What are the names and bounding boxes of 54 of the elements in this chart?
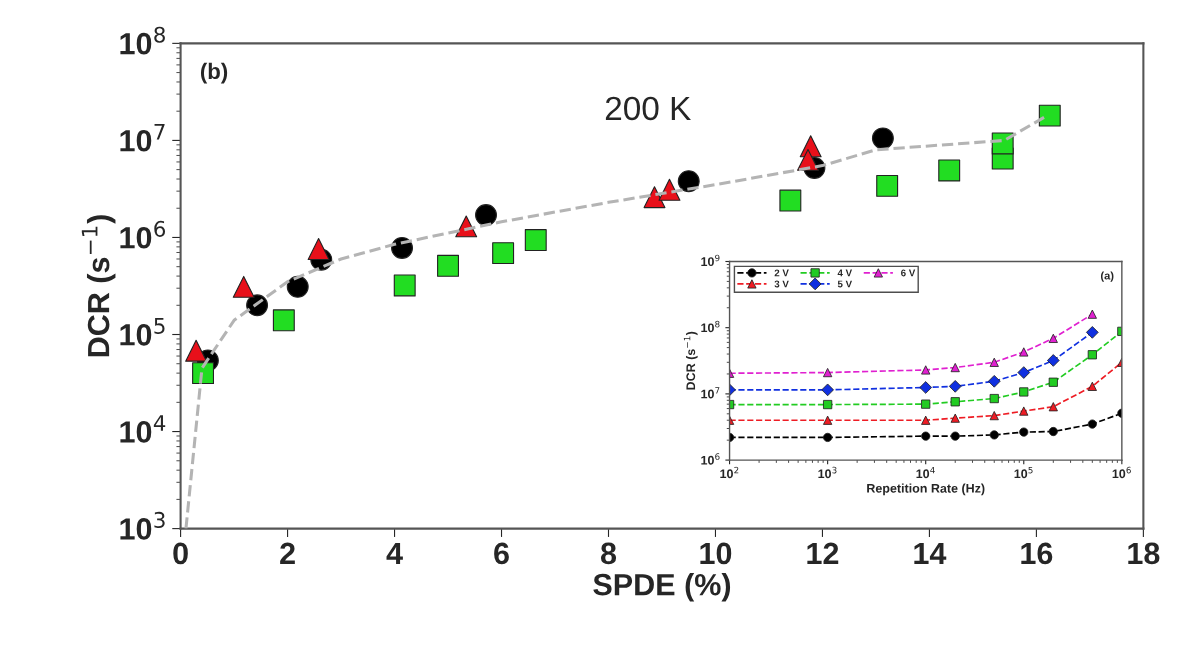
- point: [437, 254, 460, 277]
- point: [938, 159, 961, 182]
- point: [871, 127, 894, 150]
- legend-label: 3 V: [774, 280, 789, 288]
- x-tick-label: 10$^{5}$: [1014, 466, 1033, 479]
- point: [232, 275, 255, 298]
- y-tick-label: 10$^{9}$: [701, 254, 720, 267]
- x-axis-title: Repetition Rate (Hz): [867, 483, 985, 496]
- x-tick-label: 12: [807, 542, 839, 564]
- point: [393, 274, 416, 297]
- y-axis-title: DCR (s$^{−1}$): [81, 215, 116, 357]
- legend-label: 2 V: [774, 269, 789, 277]
- y-tick-label: 10$^{5}$: [120, 318, 165, 346]
- x-tick-label: 10$^{4}$: [916, 466, 935, 479]
- point: [1038, 104, 1061, 127]
- x-axis-title: SPDE (%): [593, 573, 731, 602]
- legend-label: 5 V: [837, 280, 853, 288]
- x-tick-label: 10$^{2}$: [720, 466, 739, 479]
- point: [677, 170, 700, 193]
- annotation: (a): [1100, 271, 1114, 282]
- y-tick-label: 10$^{7}$: [701, 387, 720, 399]
- annotation: (b): [200, 62, 228, 84]
- legend-label: 4 V: [837, 269, 853, 277]
- point: [524, 229, 547, 252]
- y-tick-label: 10$^{7}$: [120, 123, 165, 152]
- point: [876, 174, 899, 197]
- x-tick-label: 10$^{3}$: [818, 466, 837, 479]
- y-tick-label: 10$^{8}$: [120, 26, 165, 55]
- y-tick-label: 10$^{3}$: [120, 511, 165, 540]
- y-tick-label: 10$^{6}$: [120, 220, 166, 249]
- point: [475, 204, 497, 227]
- x-tick-label: 10$^{6}$: [1112, 466, 1131, 479]
- x-tick-label: 0: [173, 542, 188, 565]
- y-tick-label: 10$^{6}$: [701, 453, 720, 465]
- y-tick-label: 10$^{8}$: [701, 320, 720, 333]
- x-tick-label: 16: [1021, 542, 1053, 565]
- x-tick-label: 10: [700, 542, 732, 565]
- x-tick-label: 14: [914, 542, 947, 564]
- legend-label: 6 V: [901, 269, 916, 277]
- x-tick-label: 4: [386, 542, 403, 564]
- point: [185, 339, 208, 362]
- y-tick-label: 10$^{4}$: [120, 415, 166, 443]
- point: [643, 186, 666, 209]
- y-axis-title: DCR (s$^{−1}$): [683, 331, 698, 390]
- annotation: 200 K: [605, 96, 691, 121]
- x-tick-label: 18: [1128, 542, 1160, 565]
- point: [779, 189, 802, 212]
- x-tick-label: 2: [280, 542, 295, 564]
- point: [492, 242, 515, 265]
- x-tick-label: 6: [494, 542, 509, 565]
- point: [286, 275, 309, 298]
- x-tick-label: 8: [600, 542, 617, 565]
- point: [307, 238, 330, 260]
- point: [272, 309, 295, 332]
